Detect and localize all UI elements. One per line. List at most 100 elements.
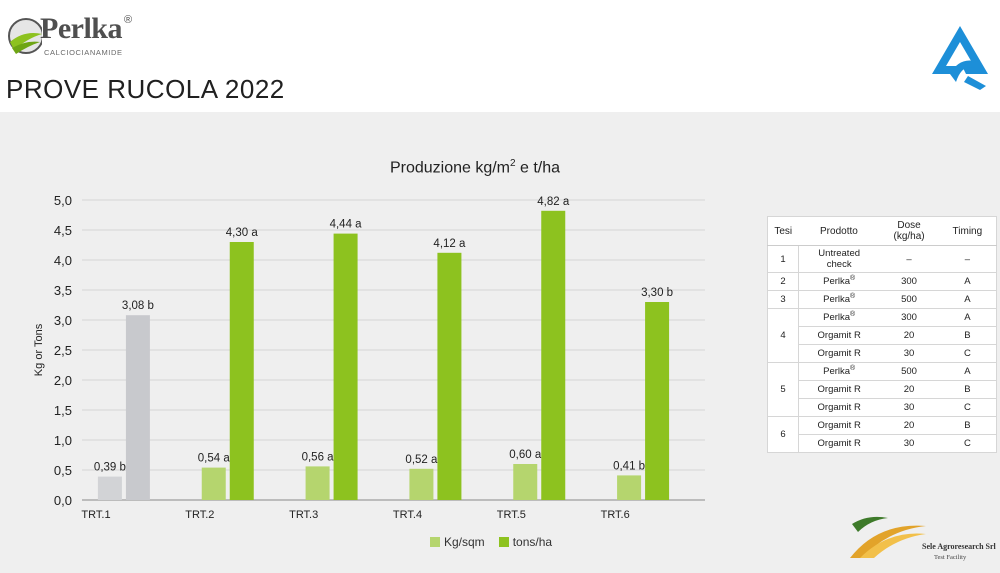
- col-header-prodotto: Prodotto: [798, 216, 880, 246]
- company-name: Sele Agroresearch Srl: [922, 542, 996, 551]
- cell-timing: B: [938, 416, 997, 435]
- y-tick-label: 0,0: [54, 493, 72, 508]
- cell-timing: –: [938, 245, 997, 273]
- x-tick-label: TRT.6: [601, 509, 630, 521]
- cell-prodotto: Untreated check: [798, 245, 880, 273]
- cell-dose: 30: [879, 344, 939, 363]
- cell-tesi: 1: [767, 245, 799, 273]
- bar-kg: [513, 464, 538, 500]
- table-row: Orgamit R 30 C: [768, 434, 997, 453]
- cell-dose: 30: [879, 434, 939, 453]
- cell-timing: B: [938, 380, 997, 399]
- table-row: Orgamit R 20 B: [768, 380, 997, 399]
- legend-swatch-tons: [498, 537, 509, 547]
- cell-prodotto: Orgamit R: [798, 398, 880, 417]
- cell-dose: 20: [879, 380, 939, 399]
- bar-tons: [541, 210, 566, 501]
- data-label-kg: 0,60 a: [509, 449, 542, 461]
- legend-swatch-kg: [430, 537, 440, 547]
- col-header-timing: Timing: [938, 216, 997, 246]
- cell-tesi: 3: [767, 290, 799, 309]
- chart-title: Produzione kg/m2 e t/ha: [389, 158, 561, 177]
- cell-prodotto: Perlka®: [798, 290, 880, 309]
- bar-kg: [409, 468, 434, 500]
- legend-item-kg: Kg/sqm: [430, 535, 485, 549]
- table-row: Orgamit R 30 C: [768, 344, 997, 363]
- bar-chart: 0,0 0,5 1,0 1,5 2,0 2,5 3,0 3,5 4,0 4,5 5,0 Kg or T…: [33, 193, 705, 521]
- bar-kg: [201, 467, 226, 500]
- table-row: 4 Perlka® 300 A: [767, 308, 997, 363]
- legend-label-kg: Kg/sqm: [444, 535, 485, 549]
- data-label-kg: 0,52 a: [405, 454, 438, 466]
- logo-registered-mark: ®: [124, 14, 133, 26]
- table-header-row: Tesi Prodotto Dose (kg/ha) Timing: [767, 216, 997, 246]
- header: Perlka ® CALCIOCIANAMIDE PROVE RUCOLA 20…: [0, 0, 1000, 112]
- legend-label-tons: tons/ha: [512, 535, 553, 549]
- y-axis-label: Kg or Tons: [33, 323, 45, 376]
- y-tick-label: 4,5: [54, 223, 72, 238]
- cell-tesi: 2: [767, 272, 799, 291]
- cell-tesi: 5: [767, 362, 799, 417]
- data-label-tons: 4,82 a: [537, 196, 570, 208]
- treatments-table: Tesi Prodotto Dose (kg/ha) Timing 1 Untrea…: [767, 216, 997, 453]
- cell-timing: A: [938, 308, 997, 327]
- y-tick-label: 1,0: [54, 433, 72, 448]
- data-label-kg: 0,41 b: [613, 460, 645, 472]
- data-label-tons: 3,08 b: [122, 300, 154, 312]
- table-row: 1 Untreated check – –: [767, 245, 997, 273]
- perlka-leaf-icon: [8, 18, 42, 54]
- cell-prodotto: Perlka®: [798, 308, 880, 327]
- cell-prodotto: Orgamit R: [798, 326, 880, 345]
- col-header-tesi: Tesi: [767, 216, 799, 246]
- bar-tons: [333, 233, 358, 500]
- cell-dose: 300: [879, 308, 939, 327]
- bar-tons: [125, 315, 150, 500]
- col-header-dose: Dose (kg/ha): [879, 216, 939, 246]
- sele-fields-icon: [850, 516, 926, 558]
- sele-agroresearch-logo: Sele Agroresearch Srl Test Facility: [848, 512, 998, 570]
- cell-prodotto: Perlka®: [798, 272, 880, 291]
- y-tick-label: 0,5: [54, 463, 72, 478]
- chart-legend: Kg/sqm tons/ha: [430, 535, 552, 549]
- bar-tons: [229, 242, 254, 500]
- cell-timing: C: [938, 344, 997, 363]
- y-tick-label: 3,5: [54, 283, 72, 298]
- y-tick-label: 3,0: [54, 313, 72, 328]
- data-label-tons: 4,12 a: [433, 238, 466, 250]
- company-subtitle: Test Facility: [934, 554, 967, 561]
- data-label-tons: 3,30 b: [641, 287, 673, 299]
- cell-dose: 20: [879, 416, 939, 435]
- logo-subtitle: CALCIOCIANAMIDE: [44, 48, 123, 57]
- table-row: 5 Perlka® 500 A: [767, 362, 997, 417]
- cell-dose: –: [879, 245, 939, 273]
- x-tick-label: TRT.2: [185, 509, 214, 521]
- cell-dose: 20: [879, 326, 939, 345]
- y-tick-label: 4,0: [54, 253, 72, 268]
- cell-dose: 500: [879, 362, 939, 381]
- table-row: Orgamit R 20 B: [768, 326, 997, 345]
- cell-timing: A: [938, 290, 997, 309]
- data-label-tons: 4,30 a: [226, 227, 259, 239]
- alzchem-logo-icon: [932, 26, 988, 90]
- data-label-kg: 0,39 b: [94, 462, 126, 474]
- y-tick-label: 5,0: [54, 193, 72, 208]
- bar-kg: [617, 475, 642, 500]
- data-label-tons: 4,44 a: [330, 219, 363, 231]
- cell-timing: A: [938, 272, 997, 291]
- legend-item-tons: tons/ha: [498, 535, 553, 549]
- bar-kg: [305, 466, 330, 500]
- cell-prodotto: Orgamit R: [798, 434, 880, 453]
- bar-tons: [645, 302, 670, 500]
- cell-tesi: 4: [767, 308, 799, 363]
- cell-tesi: 6: [767, 416, 799, 453]
- data-label-kg: 0,54 a: [198, 453, 231, 465]
- page-title: PROVE RUCOLA 2022: [6, 74, 285, 104]
- x-tick-label: TRT.1: [81, 509, 110, 521]
- data-label-kg: 0,56 a: [302, 451, 335, 463]
- cell-prodotto: Orgamit R: [798, 416, 880, 435]
- x-tick-label: TRT.5: [497, 509, 526, 521]
- cell-timing: C: [938, 398, 997, 417]
- cell-timing: C: [938, 434, 997, 453]
- cell-dose: 500: [879, 290, 939, 309]
- bar-kg: [97, 476, 122, 500]
